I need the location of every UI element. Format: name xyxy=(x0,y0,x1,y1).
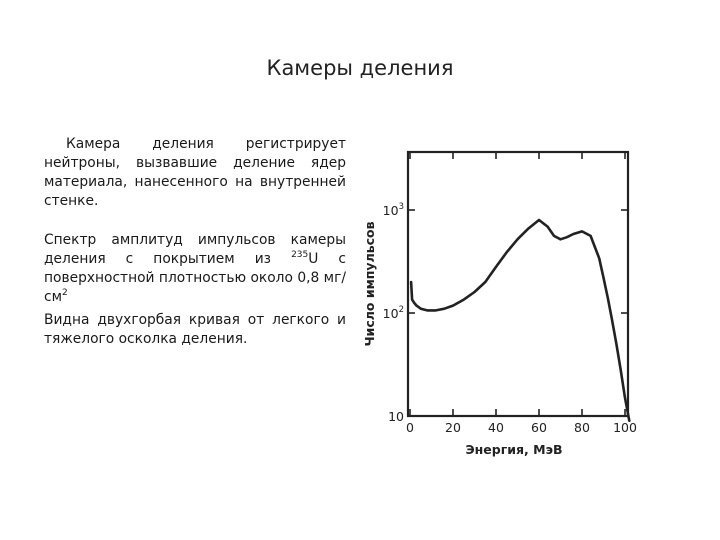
text-column: Камера деления регистрирует нейтроны, вы… xyxy=(44,135,346,349)
paragraph-double-hump: Видна двухгорбая кривая от легкого и тяж… xyxy=(44,312,346,347)
y-tick-base: 10 xyxy=(388,409,404,424)
paragraph-spectrum: Спектр амплитуд импульсов камеры деления… xyxy=(44,231,346,307)
y-tick-base: 10 xyxy=(383,306,399,321)
slide-title: Камеры деления xyxy=(266,56,454,80)
spectrum-curve xyxy=(409,218,631,422)
y-tick-label: 10 xyxy=(388,409,404,424)
y-tick-exponent: 3 xyxy=(399,202,404,212)
y-tick-label: 102 xyxy=(383,305,404,321)
unit-exponent: 2 xyxy=(62,288,68,298)
pulse-height-chart: 02040608010012010102103 Число импульсов … xyxy=(360,120,680,480)
spectrum-text-start: Спектр амплитуд импульсов камеры деления… xyxy=(44,232,346,267)
y-tick-base: 10 xyxy=(383,203,399,218)
x-tick-label: 20 xyxy=(445,420,461,435)
isotope-mass-number: 235 xyxy=(291,250,309,260)
x-tick-label: 40 xyxy=(488,420,504,435)
plot-frame xyxy=(406,150,630,418)
x-tick-label: 80 xyxy=(574,420,590,435)
y-tick-label: 103 xyxy=(383,202,404,218)
x-tick-label: 100 xyxy=(613,420,637,435)
x-tick-label: 60 xyxy=(531,420,547,435)
paragraph-fission-chamber: Камера деления регистрирует нейтроны, вы… xyxy=(44,136,346,209)
y-tick-exponent: 2 xyxy=(399,305,404,315)
x-axis-label: Энергия, МэВ xyxy=(465,442,562,457)
y-axis-label: Число импульсов xyxy=(362,221,377,346)
chart-svg: 02040608010012010102103 Число импульсов … xyxy=(362,150,680,457)
spectrum-text-end: U с поверхностной плотностью около 0,8 м… xyxy=(44,251,346,305)
x-tick-label: 0 xyxy=(406,420,414,435)
tick-layer: 02040608010012010102103 xyxy=(383,152,680,435)
